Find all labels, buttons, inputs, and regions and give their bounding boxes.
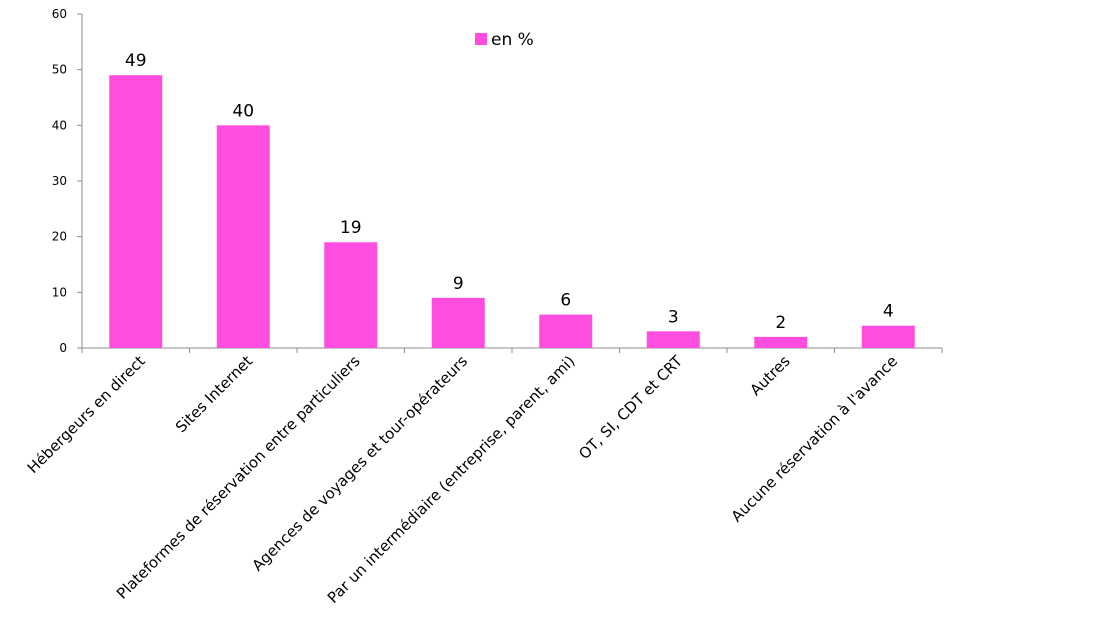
category-label: Plateformes de réservation entre particu… <box>113 352 364 603</box>
category-label: Agences de voyages et tour-opérateurs <box>248 352 471 575</box>
y-tick-label: 60 <box>52 7 67 21</box>
category-label: Hébergeurs en direct <box>24 352 149 477</box>
legend: en % <box>475 30 534 50</box>
data-label: 40 <box>232 101 254 121</box>
y-tick-label: 10 <box>52 285 67 299</box>
bar <box>109 75 163 348</box>
category-label: OT, SI, CDT et CRT <box>575 352 686 463</box>
bar <box>861 325 915 348</box>
category-label: Sites Internet <box>172 352 256 436</box>
data-label: 6 <box>560 291 571 311</box>
category-label: Par un intermédiaire (entreprise, parent… <box>324 352 579 607</box>
y-tick-label: 20 <box>52 230 67 244</box>
category-label: Autres <box>747 352 794 399</box>
data-label: 2 <box>775 313 786 333</box>
x-tick-labels: Hébergeurs en direct Sites InternetPlatef… <box>24 352 901 607</box>
legend-label: en % <box>491 30 534 50</box>
data-label: 19 <box>340 218 362 238</box>
y-tick-label: 50 <box>52 63 67 77</box>
bars <box>109 75 915 348</box>
bar <box>431 297 485 348</box>
legend-swatch <box>475 33 487 45</box>
axes: 0 10 20 30 40 50 60 <box>52 7 943 355</box>
bar <box>539 314 593 348</box>
bar <box>324 242 378 348</box>
data-label: 3 <box>668 307 679 327</box>
y-tick-label: 40 <box>52 118 67 132</box>
y-tick-label: 0 <box>59 341 67 355</box>
data-label: 4 <box>883 302 894 322</box>
y-tick-label: 30 <box>52 174 67 188</box>
bar <box>754 336 808 348</box>
data-labels: 49 40 19 9 6 3 2 4 <box>125 51 894 333</box>
bar <box>216 125 270 348</box>
data-label: 9 <box>453 274 464 294</box>
bar <box>646 331 700 348</box>
data-label: 49 <box>125 51 147 71</box>
